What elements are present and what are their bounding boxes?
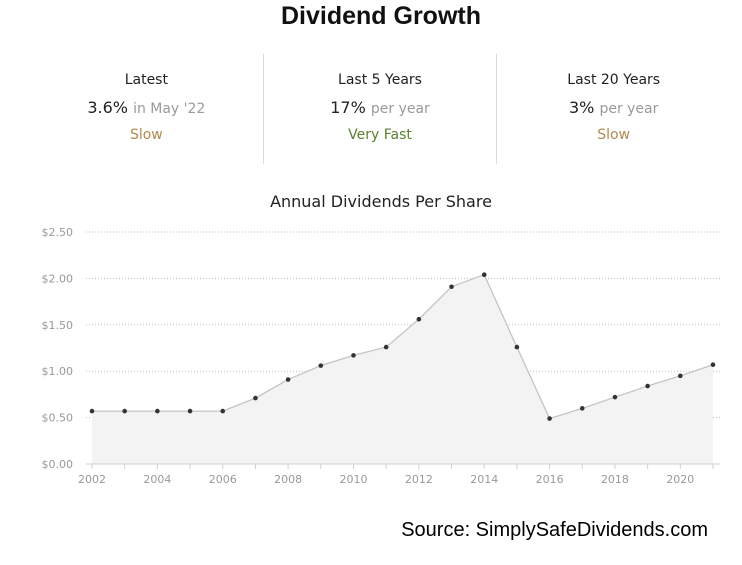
data-point bbox=[612, 394, 618, 400]
stat-value-row: 17% per year bbox=[264, 98, 497, 117]
x-tick-label: 2010 bbox=[339, 473, 367, 486]
data-point bbox=[481, 272, 487, 277]
stat-value-row: 3.6% in May '22 bbox=[30, 98, 263, 117]
data-point bbox=[547, 416, 552, 421]
x-tick-label: 2020 bbox=[666, 473, 694, 486]
chart-title: Annual Dividends Per Share bbox=[270, 192, 492, 211]
x-tick-label: 2004 bbox=[143, 473, 171, 486]
stat-rating: Slow bbox=[129, 127, 163, 143]
data-point bbox=[351, 353, 356, 358]
y-tick-label: $1.00 bbox=[42, 365, 74, 378]
stat-value: 3.6% bbox=[87, 98, 128, 117]
data-point bbox=[122, 408, 127, 414]
stat-latest: Latest 3.6% in May '22 Slow bbox=[30, 54, 263, 164]
stat-label: Latest bbox=[124, 72, 168, 88]
stat-label: Last 20 Years bbox=[567, 72, 661, 88]
y-tick-label: $2.50 bbox=[42, 226, 74, 239]
data-point bbox=[155, 408, 160, 414]
data-point bbox=[514, 344, 520, 350]
data-point bbox=[220, 408, 226, 414]
x-tick-label: 2008 bbox=[274, 473, 302, 486]
stat-last-20-years: Last 20 Years 3% per year Slow bbox=[496, 54, 730, 164]
data-point bbox=[187, 408, 193, 414]
x-tick-label: 2014 bbox=[470, 473, 498, 486]
data-point bbox=[710, 362, 716, 368]
data-point bbox=[253, 395, 258, 401]
x-tick-label: 2002 bbox=[78, 473, 106, 486]
data-point bbox=[579, 406, 585, 411]
stat-suffix: per year bbox=[599, 101, 659, 117]
stat-suffix: per year bbox=[370, 101, 430, 117]
x-tick-label: 2006 bbox=[209, 473, 237, 486]
stat-last-5-years: Last 5 Years 17% per year Very Fast bbox=[262, 54, 497, 164]
stats-panel: Latest 3.6% in May '22 Slow Last 5 Years… bbox=[30, 54, 730, 164]
dividend-chart: $0.00 $0.50 $1.00 $1.50 $2.00 $2.50 2002 2004 20… bbox=[42, 226, 720, 486]
x-tick-label: 2012 bbox=[405, 473, 433, 486]
data-point bbox=[89, 408, 95, 414]
source-credit: Source: SimplySafeDividends.com bbox=[401, 519, 708, 541]
data-point bbox=[383, 344, 389, 350]
data-point bbox=[318, 363, 324, 368]
data-point bbox=[645, 383, 650, 389]
y-tick-label: $0.50 bbox=[42, 412, 74, 425]
x-tick-label: 2016 bbox=[536, 473, 564, 486]
data-point bbox=[678, 373, 683, 379]
stat-rating: Slow bbox=[597, 127, 631, 143]
stat-value-row: 3% per year bbox=[497, 98, 730, 117]
y-tick-label: $0.00 bbox=[42, 458, 74, 471]
series-line bbox=[92, 273, 714, 420]
x-tick-label: 2018 bbox=[601, 473, 629, 486]
stat-label: Last 5 Years bbox=[338, 72, 422, 88]
stat-rating: Very Fast bbox=[348, 127, 412, 143]
data-point bbox=[416, 316, 422, 322]
stat-value: 3% bbox=[568, 98, 595, 117]
stat-suffix: in May '22 bbox=[133, 101, 206, 117]
area-fill bbox=[92, 274, 713, 464]
data-point bbox=[285, 377, 291, 382]
data-point bbox=[449, 284, 454, 290]
y-tick-label: $1.50 bbox=[42, 319, 74, 332]
y-tick-label: $2.00 bbox=[42, 272, 74, 285]
page-title: Dividend Growth bbox=[281, 2, 481, 30]
stat-value: 17% bbox=[330, 98, 366, 117]
